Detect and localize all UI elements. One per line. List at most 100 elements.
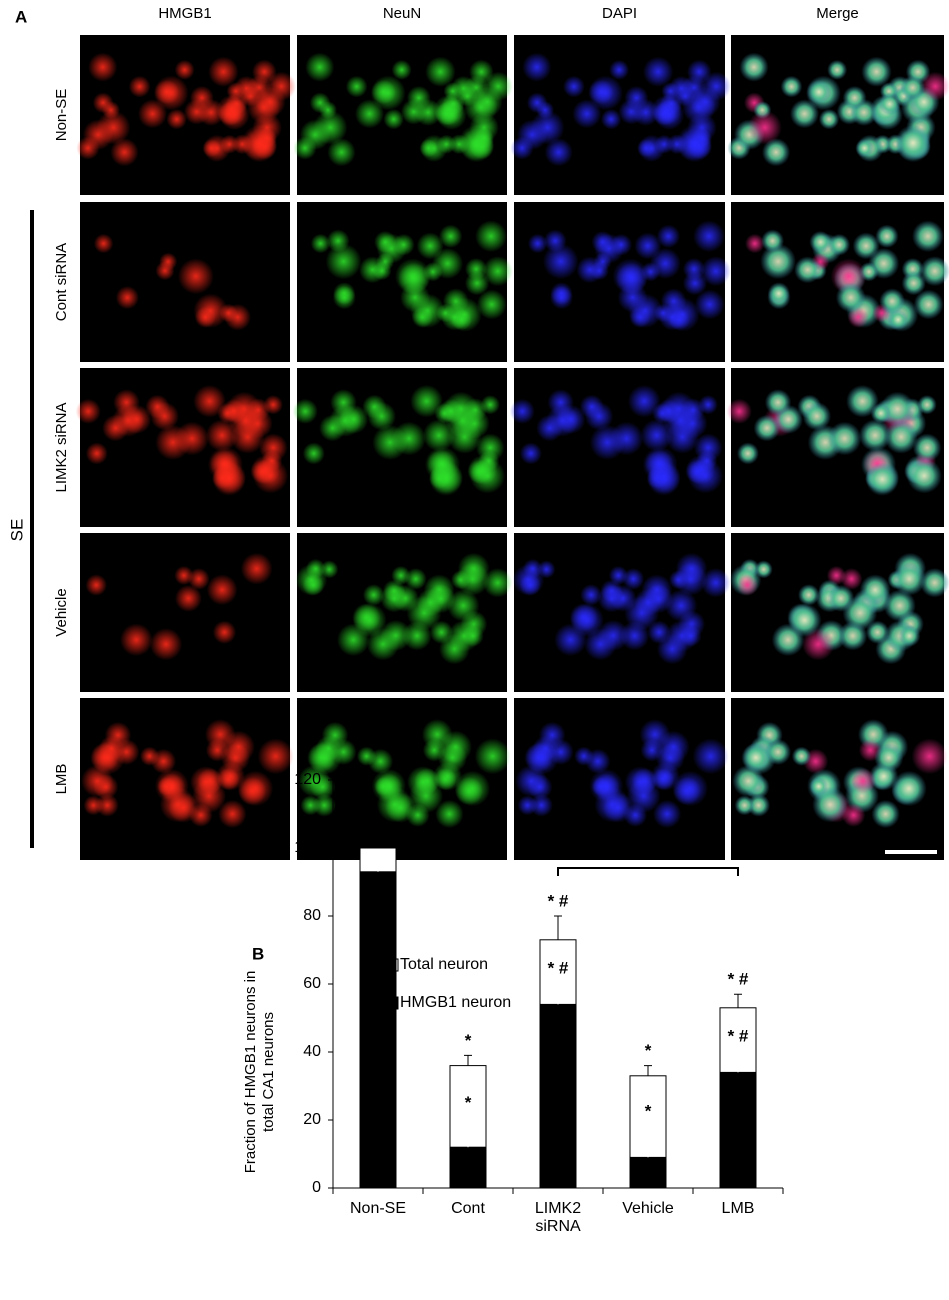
- micrograph: [76, 35, 296, 195]
- micrograph: [510, 35, 731, 195]
- cell: [302, 442, 325, 465]
- cell: [736, 574, 759, 596]
- row-label: LIMK2 siRNA: [53, 402, 70, 492]
- cell: [429, 462, 463, 496]
- cell: [701, 71, 731, 102]
- cell: [883, 589, 916, 622]
- cell: [464, 271, 490, 296]
- cell: [681, 75, 707, 101]
- cell: [827, 59, 848, 80]
- cell: [333, 282, 356, 305]
- cell: [698, 395, 718, 415]
- cell: [580, 584, 602, 606]
- cell: [527, 233, 548, 254]
- cell: [624, 595, 660, 631]
- cell: [306, 743, 337, 773]
- cell: [736, 442, 759, 465]
- cell: [300, 795, 321, 816]
- x-tick-label: Vehicle: [622, 1200, 674, 1217]
- cell: [655, 743, 685, 773]
- cell: [128, 75, 151, 98]
- cell: [442, 288, 469, 315]
- cell: [622, 568, 645, 590]
- cell: [791, 746, 812, 766]
- cell: [806, 79, 832, 105]
- cell: [115, 285, 139, 310]
- cell: [887, 309, 909, 331]
- y-tick-label: 80: [303, 907, 321, 924]
- cell: [75, 398, 101, 424]
- micrograph: [80, 202, 290, 362]
- cell: [634, 232, 662, 260]
- significance-label: *: [465, 1031, 472, 1050]
- cell: [302, 574, 325, 596]
- cell: [517, 795, 538, 816]
- cell: [673, 562, 708, 596]
- cell: [846, 384, 879, 418]
- column-header: NeuN: [383, 5, 421, 22]
- cell: [189, 85, 214, 110]
- cell: [352, 603, 387, 638]
- cell: [241, 124, 278, 161]
- cell: [469, 458, 506, 494]
- cell: [588, 79, 614, 105]
- cell: [842, 595, 878, 631]
- cell: [911, 738, 948, 775]
- cell: [900, 75, 926, 101]
- cell: [327, 138, 356, 167]
- cell: [113, 389, 140, 416]
- cell: [536, 414, 563, 442]
- cell: [524, 743, 554, 773]
- cell: [414, 768, 441, 794]
- micrograph: [80, 533, 290, 692]
- cell: [81, 764, 114, 798]
- cell: [266, 71, 296, 102]
- cell: [682, 271, 708, 296]
- cell: [509, 398, 535, 424]
- cell: [359, 256, 386, 284]
- cell: [726, 398, 752, 424]
- cell: [591, 230, 614, 254]
- cell: [840, 568, 863, 590]
- significance-label: *: [645, 1101, 652, 1120]
- cell: [447, 420, 482, 454]
- bar: [719, 1071, 757, 1189]
- cell: [410, 384, 443, 418]
- cell: [376, 786, 413, 823]
- cell: [642, 56, 674, 87]
- significance-label: *: [645, 843, 652, 862]
- cell: [429, 620, 454, 644]
- cell: [371, 79, 396, 105]
- error-bar: [734, 993, 742, 1008]
- cell: [700, 567, 731, 598]
- cell: [631, 768, 658, 794]
- cell: [653, 799, 682, 829]
- cell: [669, 309, 690, 331]
- micrograph: [727, 35, 949, 195]
- cell: [120, 623, 153, 657]
- cell: [367, 401, 396, 431]
- cell: [884, 420, 918, 454]
- cell: [475, 433, 505, 463]
- cell: [202, 138, 221, 158]
- cell: [212, 620, 237, 644]
- cell: [325, 243, 362, 280]
- micrograph: [726, 368, 944, 527]
- micrograph: [512, 533, 731, 692]
- error-bar: [554, 915, 562, 940]
- error-bar: [644, 1143, 652, 1158]
- cell: [154, 79, 179, 105]
- cell: [891, 770, 927, 807]
- y-axis-label: Fraction of HMGB1 neurons in total CA1 n…: [242, 970, 277, 1174]
- cell: [519, 442, 542, 465]
- cell: [761, 229, 785, 253]
- micrograph: [509, 368, 725, 527]
- cell: [252, 458, 289, 494]
- cell: [442, 92, 465, 116]
- cell: [258, 433, 288, 463]
- cell: [83, 795, 104, 816]
- cell: [842, 85, 867, 110]
- cell: [406, 595, 442, 631]
- cell: [659, 92, 683, 116]
- cell: [419, 138, 438, 158]
